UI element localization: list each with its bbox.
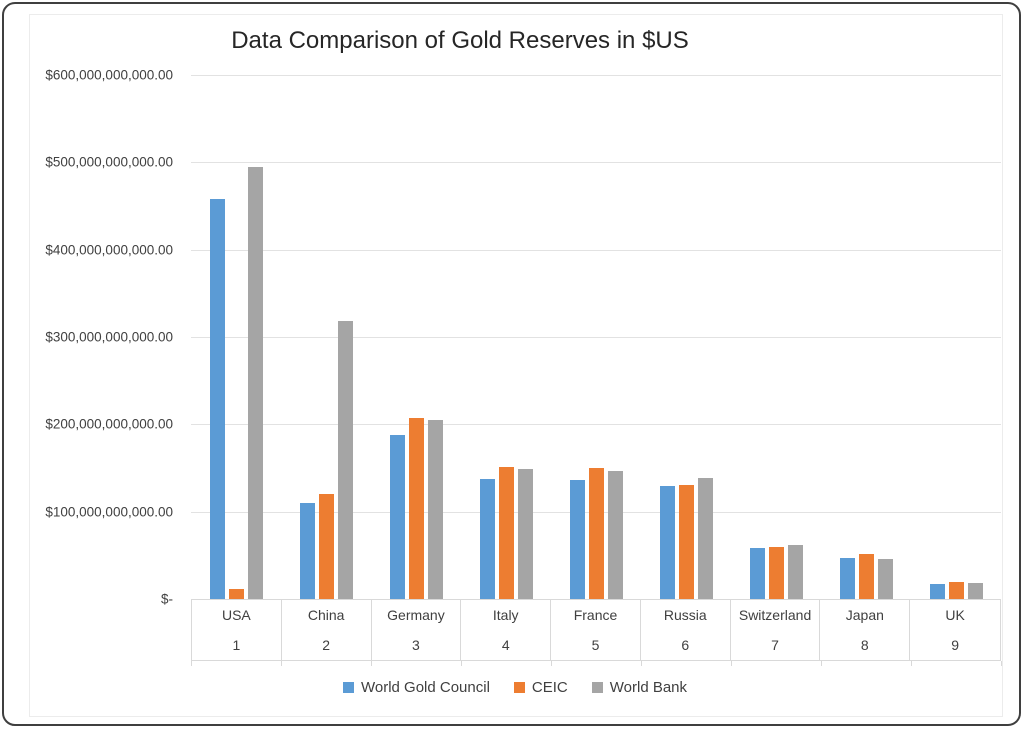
bar-russia-1 (679, 485, 694, 599)
bar-france-0 (570, 480, 585, 599)
category-label: Italy (492, 607, 519, 623)
gridline (191, 424, 1001, 425)
category-label: China (307, 607, 345, 623)
bar-japan-0 (840, 558, 855, 599)
legend-label: CEIC (531, 679, 568, 696)
category-cell: Russia 6 (641, 600, 731, 660)
legend-swatch-icon (591, 682, 603, 693)
category-label: Germany (387, 607, 445, 623)
axis-tick-mark (911, 661, 912, 666)
category-label: France (573, 607, 618, 623)
bar-uk-0 (930, 584, 945, 599)
category-label: UK (945, 607, 965, 623)
category-cell: Germany 3 (372, 600, 462, 660)
axis-tick-mark (1001, 661, 1002, 666)
category-rank-label: 2 (322, 637, 331, 653)
y-axis-tick-label: $300,000,000,000.00 (45, 329, 173, 345)
y-axis-tick-label: $200,000,000,000.00 (45, 416, 173, 432)
category-label: Japan (845, 607, 884, 623)
legend-swatch-icon (513, 682, 525, 693)
chart-area-border (29, 14, 1003, 717)
axis-tick-mark (371, 661, 372, 666)
bar-usa-2 (248, 167, 263, 599)
category-cell: China 2 (282, 600, 372, 660)
bar-japan-1 (859, 554, 874, 599)
chart-title: Data Comparison of Gold Reserves in $US (231, 27, 689, 54)
axis-tick-mark (821, 661, 822, 666)
legend-item-world-gold-council: World Gold Council (342, 679, 490, 696)
category-rank-label: 8 (860, 637, 869, 653)
bar-italy-0 (480, 479, 495, 599)
bar-russia-0 (660, 486, 675, 599)
category-rank-label: 5 (591, 637, 600, 653)
bar-italy-1 (499, 467, 514, 599)
category-label: USA (221, 607, 251, 623)
axis-tick-mark (281, 661, 282, 666)
category-cell: Japan 8 (820, 600, 911, 660)
category-rank-label: 6 (681, 637, 690, 653)
bar-china-2 (338, 321, 353, 599)
gridline (191, 250, 1001, 251)
category-rank-label: 9 (951, 637, 959, 653)
axis-tick-mark (731, 661, 732, 666)
axis-tick-mark (551, 661, 552, 666)
category-cell: USA 1 (192, 600, 282, 660)
category-label: Russia (663, 607, 707, 623)
legend: World Gold Council CEIC World Bank (29, 679, 1001, 696)
gridline (191, 75, 1001, 76)
category-label: Switzerland (738, 607, 812, 623)
bar-germany-0 (390, 435, 405, 599)
legend-item-ceic: CEIC (513, 679, 568, 696)
bar-france-2 (608, 471, 623, 599)
bar-usa-0 (210, 199, 225, 599)
category-rank-label: 3 (412, 637, 420, 653)
category-cell: UK 9 (910, 600, 1000, 660)
bar-switzerland-1 (769, 547, 784, 599)
bar-china-0 (300, 503, 315, 599)
bar-switzerland-2 (788, 545, 803, 599)
bar-switzerland-0 (750, 548, 765, 599)
y-axis-tick-label: $400,000,000,000.00 (45, 242, 173, 258)
legend-label: World Gold Council (360, 679, 490, 696)
bar-usa-1 (229, 589, 244, 599)
bar-uk-2 (968, 583, 983, 599)
bar-germany-2 (428, 420, 443, 599)
legend-swatch-icon (342, 682, 354, 693)
bar-germany-1 (409, 418, 424, 599)
legend-label: World Bank (609, 679, 688, 696)
bar-france-1 (589, 468, 604, 599)
category-rank-label: 4 (501, 637, 510, 653)
y-axis-tick-label: $500,000,000,000.00 (45, 154, 173, 170)
axis-tick-mark (191, 661, 192, 666)
bar-japan-2 (878, 559, 893, 599)
bar-italy-2 (518, 469, 533, 599)
legend-item-world-bank: World Bank (591, 679, 688, 696)
category-rank-label: 7 (771, 637, 779, 653)
y-axis-tick-label: $600,000,000,000.00 (45, 67, 173, 83)
category-cell: Italy 4 (461, 600, 552, 660)
gridline (191, 337, 1001, 338)
y-axis-tick-label: $100,000,000,000.00 (45, 504, 173, 520)
axis-tick-mark (461, 661, 462, 666)
category-cell: Switzerland 7 (731, 600, 821, 660)
bar-uk-1 (949, 582, 964, 599)
gridline (191, 162, 1001, 163)
bar-russia-2 (698, 478, 713, 599)
y-axis-tick-label: $- (160, 591, 173, 607)
category-cell: France 5 (551, 600, 641, 660)
plot-area (191, 75, 1001, 600)
category-axis: USA 1 China 2 Germany 3 Italy 4 France 5 Russia 6 Sw… (191, 599, 1001, 661)
axis-tick-mark (641, 661, 642, 666)
category-rank-label: 1 (232, 637, 241, 653)
bar-china-1 (319, 494, 334, 599)
